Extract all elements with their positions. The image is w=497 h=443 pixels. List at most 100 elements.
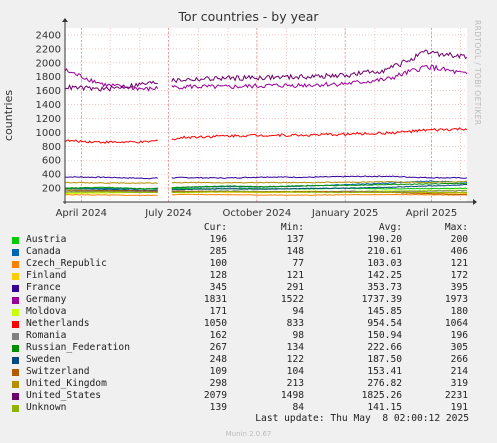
legend-avg-value: 103.03 [367, 258, 402, 269]
legend-swatch [12, 273, 19, 280]
legend-max-value: 1064 [444, 318, 468, 329]
axes [62, 18, 477, 205]
legend-avg-value: 276.82 [367, 378, 402, 389]
x-tick-label: July 2024 [144, 208, 192, 219]
series-line-france [64, 175, 468, 180]
legend-cur-value: 285 [209, 246, 227, 257]
legend-avg-value: 141.15 [367, 402, 402, 413]
last-update: Last update: Thu May 8 02:00:12 2025 [255, 413, 469, 424]
legend-header-max: Max: [444, 222, 468, 233]
series-line-netherlands [64, 127, 468, 145]
legend-row-russian-federation: Russian_Federation 267 134 222.66 305 [12, 342, 482, 354]
legend-series-name: Czech_Republic [26, 258, 107, 269]
x-tick-label: April 2024 [56, 208, 107, 219]
legend-cur-value: 298 [209, 378, 227, 389]
series-line-czech-republic [64, 193, 468, 197]
legend-min-value: 134 [286, 342, 304, 353]
legend-series-name: Netherlands [26, 318, 90, 329]
x-tick-label: October 2024 [223, 208, 292, 219]
legend-swatch [12, 381, 19, 388]
y-ticks: 200 400 600 800 1000 1200 1400 1600 1800 2000 2200… [36, 30, 61, 194]
y-tick-label: 1600 [36, 86, 61, 97]
x-tick-label: April 2025 [406, 208, 457, 219]
legend-avg-value: 954.54 [367, 318, 402, 329]
legend-max-value: 395 [450, 282, 468, 293]
legend-series-name: France [26, 282, 61, 293]
legend-cur-value: 109 [209, 366, 227, 377]
legend-avg-value: 210.61 [367, 246, 402, 257]
legend-max-value: 172 [450, 270, 468, 281]
legend-row-netherlands: Netherlands 1050 833 954.54 1064 [12, 318, 482, 330]
legend-max-value: 180 [450, 306, 468, 317]
legend-min-value: 291 [286, 282, 304, 293]
legend-min-value: 213 [286, 378, 304, 389]
legend-min-value: 98 [292, 330, 304, 341]
legend-max-value: 214 [450, 366, 468, 377]
legend-series-name: United_Kingdom [26, 378, 107, 389]
legend-series-name: Unknown [26, 402, 67, 413]
legend-swatch [12, 345, 19, 352]
legend-cur-value: 100 [209, 258, 227, 269]
series-line-russian-federation [64, 182, 468, 190]
legend-min-value: 121 [286, 270, 304, 281]
legend-header-avg: Avg: [378, 222, 402, 233]
legend-swatch [12, 261, 19, 268]
y-tick-label: 2000 [36, 58, 61, 69]
legend-min-value: 148 [286, 246, 304, 257]
legend-max-value: 121 [450, 258, 468, 269]
legend-series-name: Moldova [26, 306, 67, 317]
legend-cur-value: 162 [209, 330, 227, 341]
legend-max-value: 266 [450, 354, 468, 365]
legend-avg-value: 353.73 [367, 282, 402, 293]
legend-max-value: 191 [450, 402, 468, 413]
legend-swatch [12, 405, 19, 412]
legend-series-name: United_States [26, 390, 102, 401]
legend-min-value: 137 [286, 234, 304, 245]
y-tick-label: 400 [42, 170, 61, 181]
legend-min-value: 1522 [280, 294, 304, 305]
legend-row-united-states: United_States 2079 1498 1825.26 2231 [12, 390, 482, 402]
x-axis-arrow [473, 199, 477, 205]
legend-min-value: 104 [286, 366, 304, 377]
legend-cur-value: 248 [209, 354, 227, 365]
legend-series-name: Germany [26, 294, 67, 305]
legend-max-value: 196 [450, 330, 468, 341]
y-tick-label: 1000 [36, 128, 61, 139]
legend-swatch [12, 237, 19, 244]
legend-max-value: 305 [450, 342, 468, 353]
legend-max-value: 200 [450, 234, 468, 245]
legend-series-name: Russian_Federation [26, 342, 130, 353]
legend-avg-value: 187.50 [367, 354, 402, 365]
legend-row-finland: Finland 128 121 142.25 172 [12, 270, 482, 282]
legend-min-value: 833 [286, 318, 304, 329]
legend-swatch [12, 285, 19, 292]
y-tick-label: 200 [42, 184, 61, 195]
y-tick-label: 2400 [36, 30, 61, 41]
legend-series-name: Finland [26, 270, 67, 281]
legend-cur-value: 267 [209, 342, 227, 353]
munin-version: Munin 2.0.67 [225, 430, 272, 438]
legend-header-min: Min: [280, 222, 304, 233]
legend-row-czech-republic: Czech_Republic 100 77 103.03 121 [12, 258, 482, 270]
legend-row-romania: Romania 162 98 150.94 196 [12, 330, 482, 342]
legend-header-cur: Cur: [203, 222, 227, 233]
plot-area: 200 400 600 800 1000 1200 1400 1600 1800 2000 2200… [36, 18, 477, 219]
legend-row-canada: Canada 285 148 210.61 406 [12, 246, 482, 258]
y-tick-label: 1200 [36, 114, 61, 125]
legend-max-value: 406 [450, 246, 468, 257]
legend-swatch [12, 309, 19, 316]
legend-swatch [12, 297, 19, 304]
legend-row-united-kingdom: United_Kingdom 298 213 276.82 319 [12, 378, 482, 390]
rrdtool-watermark: RRDTOOL / TOBI OETIKER [473, 20, 482, 126]
legend-series-name: Austria [26, 234, 67, 245]
legend-cur-value: 171 [209, 306, 227, 317]
legend-swatch [12, 369, 19, 376]
legend-row-unknown: Unknown 139 84 141.15 191 [12, 402, 482, 414]
legend-avg-value: 1737.39 [361, 294, 402, 305]
legend-row-france: France 345 291 353.73 395 [12, 282, 482, 294]
y-tick-label: 1800 [36, 72, 61, 83]
legend-row-sweden: Sweden 248 122 187.50 266 [12, 354, 482, 366]
legend-row-austria: Austria 196 137 190.20 200 [12, 234, 482, 246]
series-lines [64, 49, 468, 197]
legend-cur-value: 139 [209, 402, 227, 413]
